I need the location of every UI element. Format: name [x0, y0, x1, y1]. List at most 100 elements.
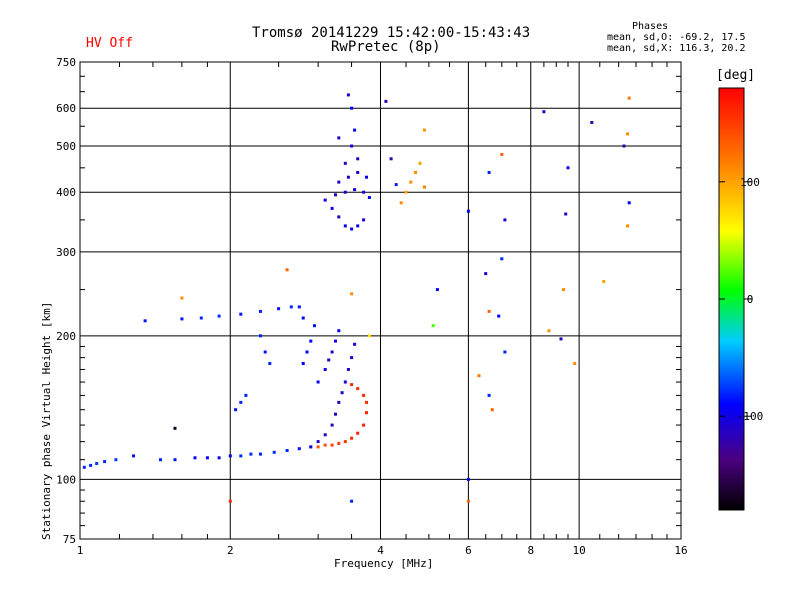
data-point: [330, 350, 334, 354]
colorbar-ticks: 100 0 -100: [719, 176, 763, 423]
data-point: [542, 110, 546, 114]
data-point: [297, 447, 301, 451]
data-point: [362, 393, 366, 397]
data-point: [305, 350, 309, 354]
data-point: [334, 193, 337, 197]
data-point: [466, 499, 470, 503]
data-point: [316, 440, 320, 444]
x-tick-label: 4: [377, 544, 384, 557]
data-point: [566, 166, 570, 170]
data-point: [573, 362, 577, 365]
y-tick-label: 750: [56, 56, 76, 69]
data-point: [350, 227, 354, 231]
data-point: [389, 157, 393, 161]
data-point: [414, 171, 417, 174]
data-points: [82, 93, 631, 503]
y-tick-label: 500: [56, 140, 76, 153]
data-point: [602, 280, 606, 283]
data-point: [301, 316, 305, 320]
x-axis-label: Frequency [MHz]: [334, 557, 434, 570]
data-point: [272, 450, 276, 454]
data-point: [503, 218, 507, 222]
data-point: [365, 400, 368, 404]
data-point: [343, 380, 347, 384]
data-point: [340, 391, 344, 395]
data-point: [334, 412, 337, 416]
data-point: [193, 456, 197, 460]
data-point: [95, 462, 99, 465]
data-point: [330, 443, 334, 447]
data-point: [259, 334, 262, 338]
data-point: [626, 132, 629, 136]
data-point: [114, 458, 118, 462]
data-point: [228, 454, 232, 458]
data-point: [334, 339, 337, 343]
y-tick-label: 600: [56, 102, 76, 115]
data-point: [327, 358, 331, 362]
data-point: [477, 374, 481, 378]
data-point: [263, 350, 267, 354]
data-point: [259, 309, 262, 313]
data-point: [466, 477, 470, 481]
data-point: [199, 316, 203, 320]
data-point: [323, 198, 327, 202]
data-point: [626, 224, 629, 228]
data-point: [297, 305, 301, 309]
data-point: [346, 93, 350, 97]
data-point: [143, 319, 147, 323]
x-tick-label: 1: [77, 544, 84, 557]
data-point: [564, 212, 568, 216]
data-point: [500, 153, 504, 156]
data-point: [173, 458, 177, 462]
data-point: [289, 305, 293, 309]
data-point: [277, 307, 281, 311]
colorbar-label: [deg]: [716, 68, 756, 83]
x-tick-label: 2: [227, 544, 234, 557]
chart-title: Tromsø 20141229 15:42:00-15:43:43: [252, 25, 531, 41]
plot-frame: [79, 61, 682, 540]
y-tick-label: 300: [56, 246, 76, 259]
data-point: [228, 499, 232, 503]
grid-lines: [80, 62, 681, 539]
data-point: [217, 456, 221, 460]
data-point: [330, 206, 334, 210]
x-tick-label: 10: [572, 544, 585, 557]
data-point: [435, 288, 439, 292]
data-point: [622, 144, 626, 148]
minor-ticks: [80, 62, 681, 539]
data-point: [323, 443, 327, 447]
data-point: [365, 175, 368, 179]
data-point: [337, 400, 341, 404]
data-point: [503, 350, 507, 354]
data-point: [350, 436, 354, 440]
data-point: [487, 171, 491, 174]
data-point: [561, 288, 565, 292]
data-point: [384, 99, 388, 103]
data-point: [285, 449, 289, 452]
data-point: [337, 215, 341, 219]
data-point: [343, 224, 347, 228]
y-tick-label: 75: [63, 533, 76, 546]
data-point: [323, 433, 327, 437]
data-point: [350, 383, 354, 387]
data-point: [487, 309, 491, 313]
data-point: [394, 183, 398, 187]
data-point: [559, 337, 563, 341]
data-point: [343, 190, 347, 194]
data-point: [239, 454, 243, 458]
data-point: [418, 161, 422, 165]
data-point: [313, 324, 316, 328]
data-point: [350, 356, 354, 360]
data-point: [350, 144, 354, 148]
data-point: [362, 190, 366, 194]
data-point: [350, 292, 354, 296]
data-point: [404, 190, 408, 194]
data-point: [346, 368, 350, 371]
data-point: [180, 317, 184, 321]
y-tick-label: 200: [56, 330, 76, 343]
data-point: [487, 393, 491, 397]
x-tick-label: 8: [527, 544, 534, 557]
data-point: [423, 128, 426, 132]
data-point: [490, 408, 494, 412]
